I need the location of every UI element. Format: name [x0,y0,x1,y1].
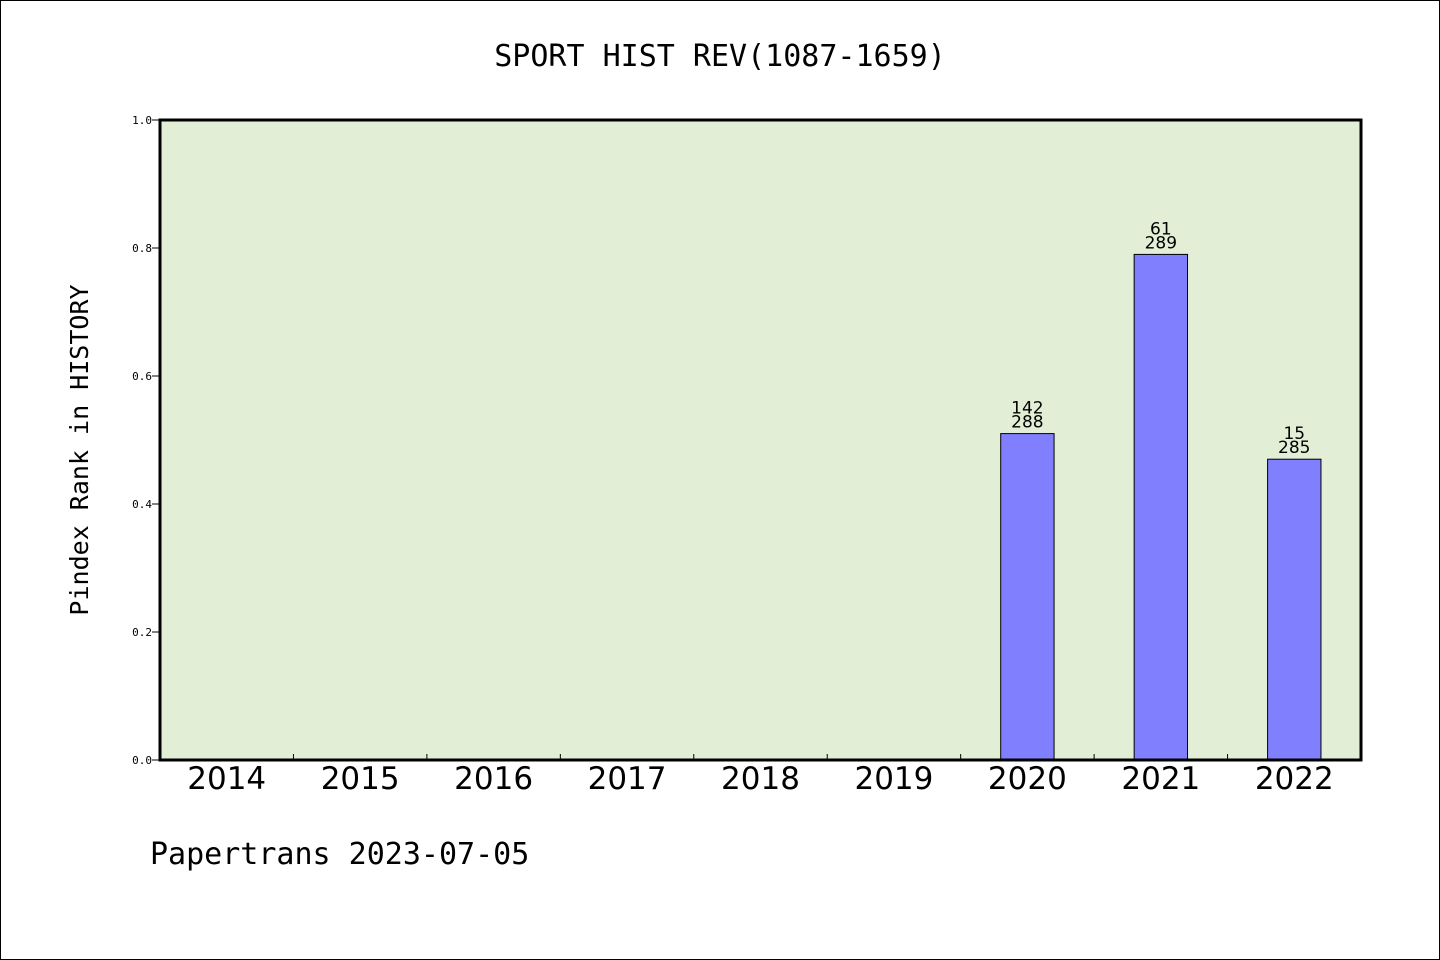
x-tick-label: 2014 [187,761,266,797]
bar [1133,253,1189,761]
chart-title: SPORT HIST REV(1087-1659) [494,39,946,74]
y-tick-label: 0.4 [132,498,152,511]
bar [1267,458,1322,761]
footer-text: Papertrans 2023-07-05 [150,837,529,872]
y-tick-label: 0.2 [132,626,152,639]
y-tick-label: 0.0 [132,754,152,767]
x-tick-label: 2018 [721,761,800,797]
x-tick-label: 2022 [1255,761,1334,797]
bar-label-total: 289 [1145,233,1177,253]
y-tick-label: 1.0 [132,114,152,127]
bar-label-rank: 15 [1283,424,1305,444]
y-tick-label: 0.6 [132,370,152,383]
bar-label-total: 288 [1011,413,1043,433]
x-axis: 2014 2015 2016 2017 2018 2019 2020 2021 2022 [187,754,1334,797]
x-tick-label: 2015 [321,761,400,797]
x-tick-label: 2019 [854,761,933,797]
y-axis: 0.0 0.2 0.4 0.6 0.8 1.0 [132,114,160,767]
bar-series [1000,253,1322,761]
plot-border [158,118,1363,762]
x-tick-label: 2016 [454,761,533,797]
bar [1000,433,1055,761]
bar-label-rank: 142 [1011,399,1043,419]
y-axis-label: Pindex Rank in HISTORY [65,284,94,615]
bar-label-rank: 61 [1150,219,1172,239]
y-tick-label: 0.8 [132,242,152,255]
x-tick-label: 2020 [988,761,1067,797]
x-tick-label: 2017 [588,761,667,797]
bar-label-total: 285 [1278,438,1310,458]
x-tick-label: 2021 [1121,761,1200,797]
